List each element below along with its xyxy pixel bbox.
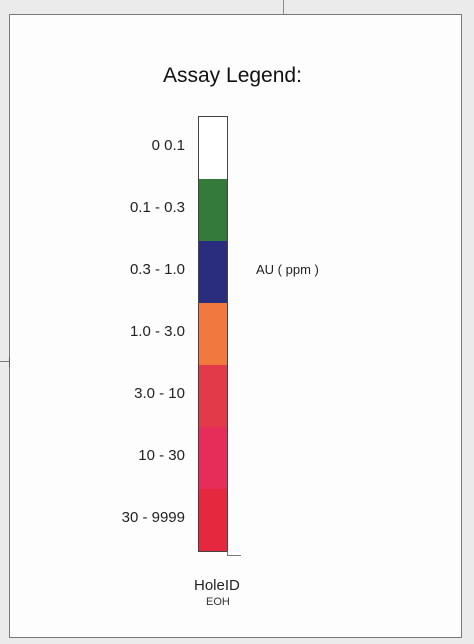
legend-title: Assay Legend: [163, 64, 302, 87]
range-swatch [199, 241, 227, 303]
range-swatch [199, 365, 227, 427]
legend-panel [9, 14, 462, 638]
frame-left-tick [0, 361, 9, 362]
range-label: 10 - 30 [138, 447, 185, 464]
range-swatch [199, 427, 227, 489]
range-label: 30 - 9999 [121, 509, 185, 526]
range-label: 0 0.1 [151, 137, 185, 154]
range-swatch [199, 489, 227, 551]
hole-id-label: HoleID [194, 577, 240, 594]
range-swatch [199, 179, 227, 241]
frame-left-stub [9, 357, 10, 367]
eoh-label: EOH [206, 596, 230, 608]
frame-top-tick [283, 0, 284, 14]
range-label: 0.3 - 1.0 [129, 261, 185, 278]
range-swatch [199, 303, 227, 365]
range-label: 3.0 - 10 [134, 385, 185, 402]
assay-color-bar [198, 116, 228, 552]
hole-base-stem [227, 551, 228, 556]
range-label: 1.0 - 3.0 [129, 323, 185, 340]
range-swatch [199, 117, 227, 179]
range-label: 0.1 - 0.3 [129, 199, 185, 216]
hole-base-tick [227, 555, 241, 556]
unit-label: AU ( ppm ) [256, 262, 319, 277]
